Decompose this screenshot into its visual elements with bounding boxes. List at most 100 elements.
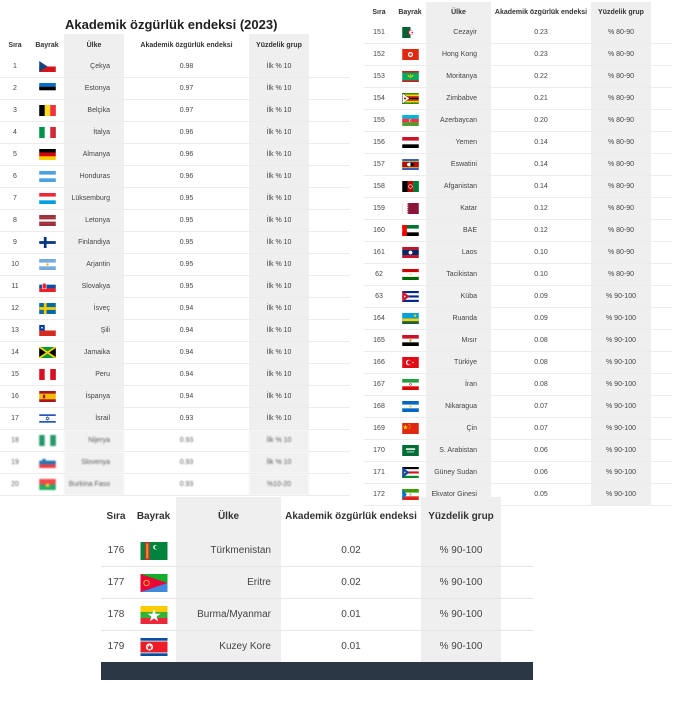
country-cell: Türkiye [426, 351, 491, 374]
rank-cell: 16 [0, 385, 30, 408]
group-cell: % 90-100 [591, 351, 651, 374]
index-cell: 0.93 [124, 473, 249, 496]
flag-cell [394, 307, 426, 330]
table-row: 160 BAE 0.12% 80-90 [364, 219, 672, 242]
group-cell: % 90-100 [591, 439, 651, 462]
flag-cell [30, 451, 64, 474]
hong-kong-flag-icon [401, 49, 419, 60]
myanmar-flag-icon [140, 605, 167, 624]
table-row: 170 S. Arabistan 0.06% 90-100 [364, 439, 672, 462]
group-cell: İlk % 10 [249, 341, 309, 364]
country-header: Ülke [176, 497, 281, 535]
table-header-row: Sıra Bayrak Ülke Akademik özgürlük endek… [0, 34, 350, 56]
table-row: 177 Eritre 0.02% 90-100 [101, 566, 533, 599]
index-cell: 0.12 [491, 197, 591, 220]
flag-cell [30, 407, 64, 430]
group-cell: % 90-100 [421, 598, 501, 631]
table-row: 164 Ruanda 0.09% 90-100 [364, 307, 672, 330]
table-row: 19 Slovenya 0.93 İlk % 10 [0, 451, 350, 474]
flag-cell [394, 373, 426, 396]
table-row: 3 Belçika 0.97 İlk % 10 [0, 99, 350, 122]
rank-cell: 7 [0, 187, 30, 210]
flag-cell [131, 598, 176, 631]
ranking-table-bottom: Sıra Bayrak Ülke Akademik özgürlük endek… [364, 2, 672, 506]
group-cell: %10-20 [249, 473, 309, 496]
table-row: 158 Afganistan 0.14% 80-90 [364, 175, 672, 198]
flag-header: Bayrak [136, 510, 171, 522]
table-row: 171 Güney Sudan 0.06% 90-100 [364, 461, 672, 484]
group-cell: İlk % 10 [249, 165, 309, 188]
flag-cell [30, 121, 64, 144]
group-cell: % 80-90 [591, 65, 651, 88]
rank-cell: 169 [364, 417, 394, 440]
rank-cell: 12 [0, 297, 30, 320]
table-row: 165 Mısır 0.08% 90-100 [364, 329, 672, 352]
rank-cell: 171 [364, 461, 394, 484]
turkey-flag-icon [401, 357, 419, 368]
turkmenistan-flag-icon [140, 541, 167, 560]
group-cell: % 90-100 [421, 630, 501, 663]
slovenia-flag-icon [38, 457, 56, 468]
egypt-flag-icon [401, 335, 419, 346]
rank-header: Sıra [8, 41, 22, 49]
sweden-flag-icon [38, 303, 56, 314]
table-row: 169 Çin 0.07% 90-100 [364, 417, 672, 440]
rank-cell: 6 [0, 165, 30, 188]
country-cell: Letonya [64, 209, 124, 232]
index-cell: 0.98 [124, 56, 249, 78]
honduras-flag-icon [38, 171, 56, 182]
flag-cell [30, 165, 64, 188]
flag-cell [30, 385, 64, 408]
qatar-flag-icon [401, 203, 419, 214]
group-cell: % 90-100 [421, 535, 501, 567]
table-row: 168 Nikaragua 0.07% 90-100 [364, 395, 672, 418]
group-cell: % 90-100 [591, 417, 651, 440]
belgium-flag-icon [38, 105, 56, 116]
jamaica-flag-icon [38, 347, 56, 358]
rank-cell: 176 [101, 535, 131, 567]
country-cell: Laos [426, 241, 491, 264]
index-cell: 0.96 [124, 143, 249, 166]
rank-cell: 160 [364, 219, 394, 242]
group-cell: İlk % 10 [249, 297, 309, 320]
rank-header: Sıra [372, 8, 386, 16]
table-row: 10 Arjantin 0.95 İlk % 10 [0, 253, 350, 276]
rank-cell: 63 [364, 285, 394, 308]
group-cell: % 80-90 [591, 219, 651, 242]
azerbaijan-flag-icon [401, 115, 419, 126]
country-cell: Ruanda [426, 307, 491, 330]
germany-flag-icon [38, 149, 56, 160]
country-cell: Mısır [426, 329, 491, 352]
nigeria-flag-icon [38, 435, 56, 446]
group-cell: İlk % 10 [249, 429, 309, 452]
group-cell: İlk % 10 [249, 77, 309, 100]
spain-flag-icon [38, 391, 56, 402]
rank-cell: 10 [0, 253, 30, 276]
index-cell: 0.02 [281, 566, 421, 599]
country-cell: Moritanya [426, 65, 491, 88]
flag-cell [394, 197, 426, 220]
rank-cell: 156 [364, 131, 394, 154]
index-cell: 0.97 [124, 99, 249, 122]
index-cell: 0.93 [124, 451, 249, 474]
flag-cell [131, 535, 176, 567]
flag-cell [394, 22, 426, 44]
rank-header: Sıra [106, 510, 126, 522]
footer-bar [101, 662, 533, 680]
cuba-flag-icon [401, 291, 419, 302]
country-cell: Türkmenistan [176, 535, 281, 567]
table-row: 12 İsveç 0.94 İlk % 10 [0, 297, 350, 320]
country-cell: Burkina Faso [64, 473, 124, 496]
flag-cell [394, 461, 426, 484]
table-row: 18 Nijerya 0.93 İlk % 10 [0, 429, 350, 452]
country-cell: Eswatini [426, 153, 491, 176]
country-cell: Nijerya [64, 429, 124, 452]
flag-cell [394, 65, 426, 88]
group-cell: İlk % 10 [249, 407, 309, 430]
group-cell: İlk % 10 [249, 209, 309, 232]
rank-cell: 167 [364, 373, 394, 396]
index-cell: 0.94 [124, 385, 249, 408]
country-cell: Zimbabve [426, 87, 491, 110]
group-header: Yüzdelik grup [591, 2, 651, 22]
rank-cell: 152 [364, 43, 394, 66]
